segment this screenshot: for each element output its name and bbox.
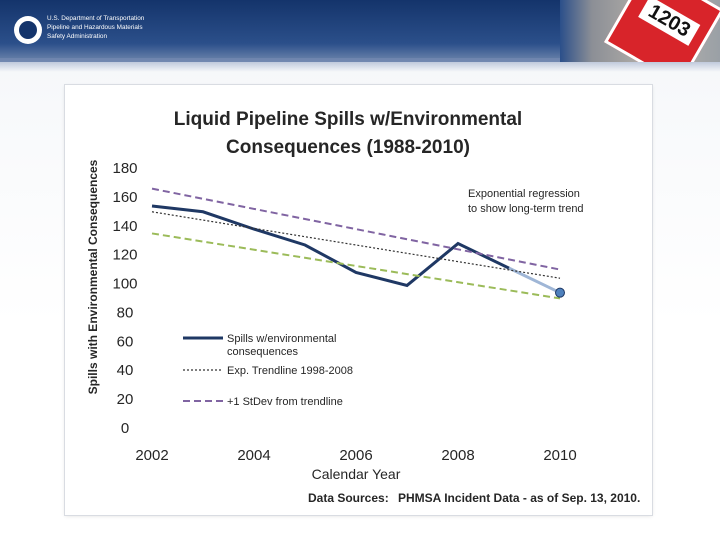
- data-source-label: Data Sources:: [308, 491, 389, 505]
- dot-logo-icon: [14, 16, 42, 44]
- y-tick-label: 160: [112, 189, 137, 206]
- y-tick-label: 120: [112, 247, 137, 264]
- y-tick-label: 40: [117, 362, 134, 379]
- annotation-line-2: to show long-term trend: [468, 203, 584, 215]
- series-line-4: [151, 232, 561, 300]
- y-tick-label: 140: [112, 218, 137, 235]
- banner-glow: [0, 58, 720, 72]
- y-tick-label: 20: [117, 391, 134, 408]
- series-line-3: [151, 187, 561, 271]
- x-tick-label: 2010: [543, 447, 576, 464]
- chart-panel: Liquid Pipeline Spills w/Environmental C…: [65, 85, 652, 515]
- x-axis-label: Calendar Year: [312, 466, 401, 482]
- y-tick-label: 100: [112, 276, 137, 293]
- spills-chart: Liquid Pipeline Spills w/Environmental C…: [86, 109, 640, 505]
- x-tick-label: 2002: [135, 447, 168, 464]
- legend-label: Spills w/environmental: [227, 333, 336, 345]
- placard-number: 1203: [638, 0, 701, 46]
- series-lines: [151, 187, 565, 300]
- chart-title-line-1: Liquid Pipeline Spills w/Environmental: [174, 109, 522, 130]
- series-line-2: [151, 211, 561, 279]
- x-tick-labels: 2002 2004 2006 2008 2010: [135, 447, 576, 464]
- agency-line-2: Pipeline and Hazardous Materials: [47, 24, 143, 31]
- agency-line-3: Safety Administration: [47, 33, 108, 40]
- y-tick-label: 60: [117, 333, 134, 350]
- chart-title-line-2: Consequences (1988-2010): [226, 137, 470, 158]
- y-tick-label: 0: [121, 420, 129, 437]
- legend-label: Exp. Trendline 1998-2008: [227, 365, 353, 377]
- agency-name: U.S. Department of Transportation Pipeli…: [47, 14, 144, 41]
- hazmat-placard-photo: 1203: [560, 0, 720, 62]
- legend-label-2: consequences: [227, 346, 298, 358]
- x-tick-label: 2008: [441, 447, 474, 464]
- y-tick-labels: 0 20 40 60 80 100 120 140 160 180: [112, 160, 137, 437]
- y-tick-label: 80: [117, 304, 134, 321]
- y-tick-label: 180: [112, 160, 137, 177]
- hazmat-placard-icon: 1203: [603, 0, 720, 62]
- x-tick-label: 2006: [339, 447, 372, 464]
- agency-line-1: U.S. Department of Transportation: [47, 15, 145, 22]
- y-axis-label: Spills with Environmental Consequences: [86, 159, 100, 394]
- highlight-point: [555, 287, 565, 298]
- legend-label: +1 StDev from trendline: [227, 396, 343, 408]
- series-line-0: [151, 204, 510, 288]
- x-tick-label: 2004: [237, 447, 270, 464]
- annotation-line-1: Exponential regression: [468, 188, 580, 200]
- series-line-1: [508, 266, 561, 295]
- data-source-text: PHMSA Incident Data - as of Sep. 13, 201…: [398, 491, 640, 505]
